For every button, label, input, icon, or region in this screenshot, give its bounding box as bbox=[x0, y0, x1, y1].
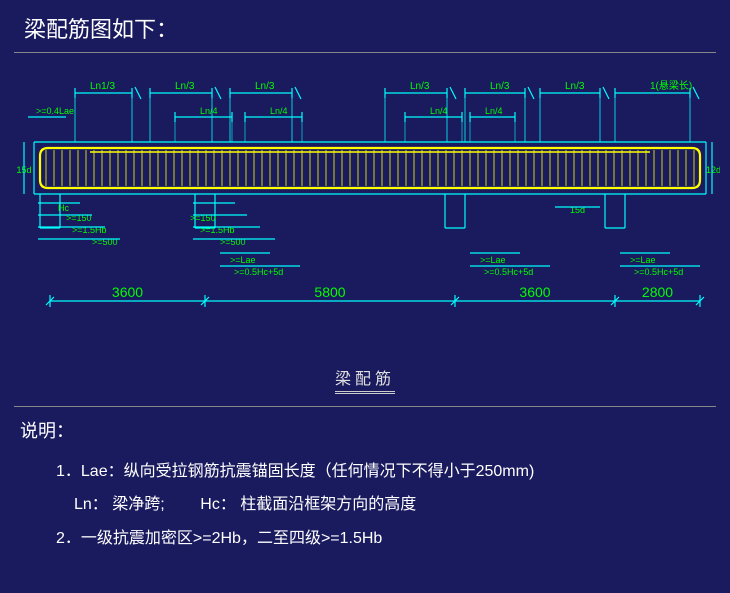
svg-text:>=0.5Hc+5d: >=0.5Hc+5d bbox=[484, 267, 533, 277]
svg-text:>=Lae: >=Lae bbox=[480, 255, 506, 265]
page-title: 梁配筋图如下： bbox=[0, 0, 730, 52]
note-2: 2．一级抗震加密区>=2Hb，二至四级>=1.5Hb bbox=[20, 522, 710, 556]
svg-text:Ln1/3: Ln1/3 bbox=[90, 81, 115, 92]
svg-text:5800: 5800 bbox=[314, 284, 345, 300]
diagram-svg: Ln1/3 Ln/3 Ln/3 Ln/3 Ln/3 Ln/3 1(悬梁长) Ln/4 Ln/4 L… bbox=[10, 53, 720, 363]
svg-text:1(悬梁长): 1(悬梁长) bbox=[650, 79, 692, 92]
svg-text:>=0.5Hc+5d: >=0.5Hc+5d bbox=[634, 267, 683, 277]
svg-text:>=0.4Lae: >=0.4Lae bbox=[36, 106, 74, 116]
svg-text:Ln/4: Ln/4 bbox=[430, 106, 448, 116]
svg-text:Ln/3: Ln/3 bbox=[490, 81, 510, 92]
notes-block: 说明： 1．Lae：纵向受拉钢筋抗震锚固长度（任何情况下不得小于250mm) L… bbox=[0, 407, 730, 556]
svg-text:Ln/3: Ln/3 bbox=[175, 81, 195, 92]
svg-text:>=Lae: >=Lae bbox=[630, 255, 656, 265]
svg-text:Ln/3: Ln/3 bbox=[410, 81, 430, 92]
svg-text:3600: 3600 bbox=[519, 284, 550, 300]
svg-text:12d: 12d bbox=[706, 165, 720, 175]
note-1: 1．Lae：纵向受拉钢筋抗震锚固长度（任何情况下不得小于250mm) bbox=[20, 455, 710, 489]
note-1b: Ln： 梁净跨; Hc： 柱截面沿框架方向的高度 bbox=[20, 488, 710, 522]
notes-heading: 说明： bbox=[20, 413, 710, 451]
svg-text:>=Lae: >=Lae bbox=[230, 255, 256, 265]
svg-text:Ln/3: Ln/3 bbox=[565, 81, 585, 92]
svg-text:Hc: Hc bbox=[58, 203, 69, 213]
rebar-diagram: Ln1/3 Ln/3 Ln/3 Ln/3 Ln/3 Ln/3 1(悬梁长) Ln/4 Ln/4 L… bbox=[10, 53, 720, 383]
svg-text:2800: 2800 bbox=[642, 284, 673, 300]
svg-text:Ln/4: Ln/4 bbox=[200, 106, 218, 116]
svg-text:>=0.5Hc+5d: >=0.5Hc+5d bbox=[234, 267, 283, 277]
svg-text:Ln/3: Ln/3 bbox=[255, 81, 275, 92]
svg-text:Ln/4: Ln/4 bbox=[270, 106, 288, 116]
svg-text:3600: 3600 bbox=[112, 284, 143, 300]
svg-text:Ln/4: Ln/4 bbox=[485, 106, 503, 116]
